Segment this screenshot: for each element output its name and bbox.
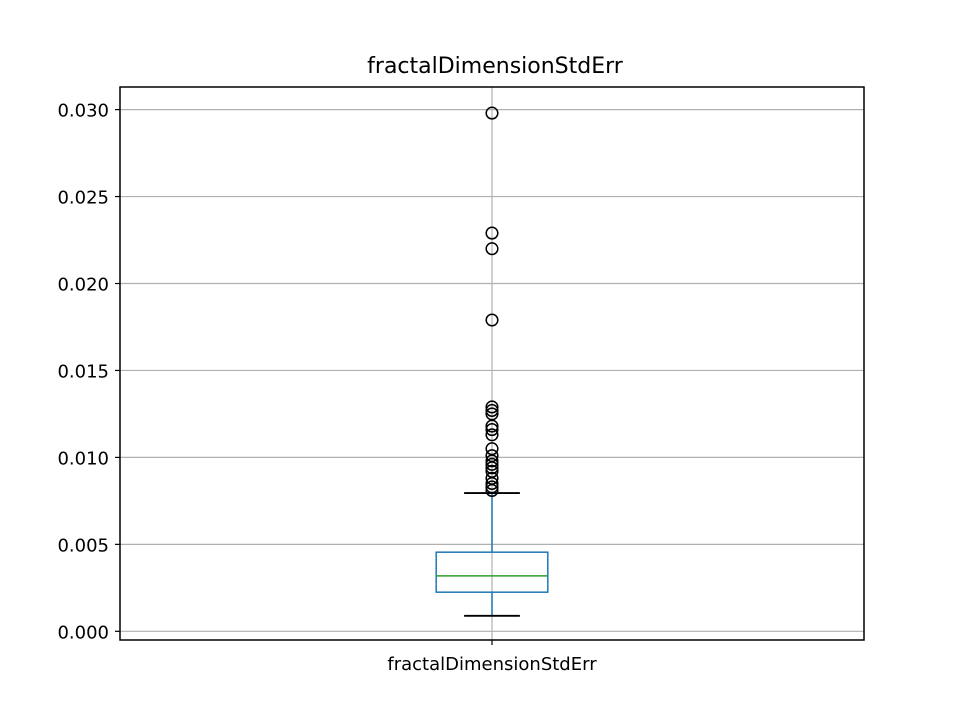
y-tick-label: 0.025 [57, 188, 109, 209]
outlier-point [485, 461, 499, 475]
outlier-point [485, 423, 499, 437]
box-elements [435, 106, 549, 617]
grid-lines [120, 87, 864, 640]
y-tick-label: 0.015 [57, 361, 109, 382]
axes: 0.000 0.005 0.010 0.015 0.020 0.025 0.030 fract… [57, 86, 865, 675]
y-tick-label: 0.030 [57, 101, 109, 122]
outlier-point [485, 457, 499, 471]
outlier-point [485, 242, 499, 256]
outlier-point [485, 454, 499, 468]
y-tick-label: 0.005 [57, 535, 109, 556]
outlier-point [485, 403, 499, 418]
outlier-point [485, 313, 499, 327]
chart-title: fractalDimensionStdErr [367, 54, 624, 79]
y-tick-label: 0.020 [57, 275, 109, 296]
outlier-point [485, 480, 499, 494]
outlier-point [485, 419, 499, 433]
iqr-box [435, 551, 549, 593]
outlier-point [485, 400, 499, 414]
outlier-point [485, 428, 499, 442]
y-tick-label: 0.000 [57, 622, 109, 643]
x-tick-label: fractalDimensionStdErr [387, 654, 597, 675]
plot-frame [119, 86, 865, 641]
outlier-point [485, 483, 499, 497]
outlier-point [485, 106, 499, 120]
outlier-point [485, 476, 499, 491]
outlier-point [485, 226, 499, 240]
y-tick-label: 0.010 [57, 448, 109, 469]
